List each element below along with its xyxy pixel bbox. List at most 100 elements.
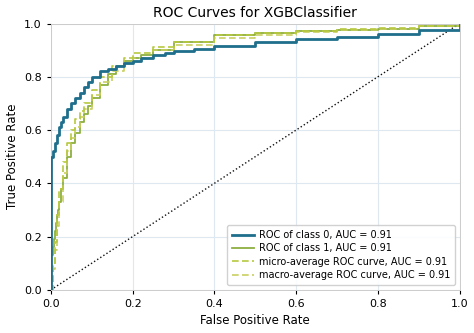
- Line: micro-average ROC curve, AUC = 0.91: micro-average ROC curve, AUC = 0.91: [51, 24, 460, 290]
- micro-average ROC curve, AUC = 0.91: [73, 118, 78, 122]
- Y-axis label: True Positive Rate: True Positive Rate: [6, 104, 18, 209]
- ROC of class 0, AUC = 0.91: [375, 32, 381, 36]
- ROC of class 0, AUC = 0.91: [50, 150, 56, 154]
- ROC of class 1, AUC = 0.91: [130, 56, 136, 60]
- ROC of class 0, AUC = 0.91: [150, 54, 156, 58]
- macro-average ROC curve, AUC = 0.91: [81, 107, 86, 111]
- macro-average ROC curve, AUC = 0.91: [334, 28, 340, 32]
- ROC of class 0, AUC = 0.91: [113, 64, 119, 68]
- ROC of class 1, AUC = 0.91: [53, 221, 59, 225]
- macro-average ROC curve, AUC = 0.91: [77, 115, 82, 119]
- ROC of class 1, AUC = 0.91: [58, 186, 64, 190]
- ROC of class 0, AUC = 0.91: [171, 50, 176, 54]
- micro-average ROC curve, AUC = 0.91: [109, 64, 115, 68]
- ROC of class 1, AUC = 0.91: [52, 229, 58, 233]
- ROC of class 1, AUC = 0.91: [89, 96, 95, 100]
- ROC of class 0, AUC = 0.91: [97, 70, 103, 74]
- ROC of class 1, AUC = 0.91: [375, 27, 381, 31]
- Title: ROC Curves for XGBClassifier: ROC Curves for XGBClassifier: [153, 6, 357, 20]
- ROC of class 1, AUC = 0.91: [171, 40, 176, 44]
- macro-average ROC curve, AUC = 0.91: [89, 94, 95, 98]
- micro-average ROC curve, AUC = 0.91: [64, 142, 70, 146]
- ROC of class 0, AUC = 0.91: [130, 59, 136, 63]
- macro-average ROC curve, AUC = 0.91: [48, 288, 54, 292]
- ROC of class 0, AUC = 0.91: [293, 38, 299, 42]
- macro-average ROC curve, AUC = 0.91: [52, 248, 58, 252]
- macro-average ROC curve, AUC = 0.91: [253, 33, 258, 37]
- micro-average ROC curve, AUC = 0.91: [60, 160, 66, 164]
- macro-average ROC curve, AUC = 0.91: [130, 56, 136, 60]
- ROC of class 0, AUC = 0.91: [52, 142, 58, 146]
- X-axis label: False Positive Rate: False Positive Rate: [201, 314, 310, 327]
- ROC of class 1, AUC = 0.91: [48, 288, 54, 292]
- Line: macro-average ROC curve, AUC = 0.91: macro-average ROC curve, AUC = 0.91: [51, 24, 460, 290]
- macro-average ROC curve, AUC = 0.91: [416, 24, 421, 28]
- ROC of class 1, AUC = 0.91: [150, 48, 156, 52]
- micro-average ROC curve, AUC = 0.91: [293, 29, 299, 33]
- ROC of class 0, AUC = 0.91: [416, 28, 421, 32]
- ROC of class 1, AUC = 0.91: [68, 142, 74, 146]
- ROC of class 0, AUC = 0.91: [122, 62, 128, 66]
- ROC of class 1, AUC = 0.91: [55, 208, 61, 212]
- ROC of class 0, AUC = 0.91: [60, 115, 66, 119]
- macro-average ROC curve, AUC = 0.91: [97, 80, 103, 84]
- ROC of class 1, AUC = 0.91: [105, 72, 111, 76]
- Line: ROC of class 0, AUC = 0.91: ROC of class 0, AUC = 0.91: [51, 24, 460, 290]
- ROC of class 0, AUC = 0.91: [48, 288, 54, 292]
- ROC of class 0, AUC = 0.91: [54, 134, 60, 138]
- macro-average ROC curve, AUC = 0.91: [293, 30, 299, 34]
- ROC of class 1, AUC = 0.91: [138, 54, 144, 58]
- ROC of class 0, AUC = 0.91: [457, 22, 463, 26]
- ROC of class 1, AUC = 0.91: [60, 176, 66, 180]
- ROC of class 0, AUC = 0.91: [253, 40, 258, 44]
- macro-average ROC curve, AUC = 0.91: [457, 22, 463, 26]
- ROC of class 1, AUC = 0.91: [54, 213, 60, 217]
- ROC of class 0, AUC = 0.91: [48, 155, 54, 159]
- micro-average ROC curve, AUC = 0.91: [150, 46, 156, 50]
- ROC of class 1, AUC = 0.91: [253, 31, 258, 35]
- Legend: ROC of class 0, AUC = 0.91, ROC of class 1, AUC = 0.91, micro-average ROC curve,: ROC of class 0, AUC = 0.91, ROC of class…: [228, 225, 455, 285]
- ROC of class 1, AUC = 0.91: [457, 22, 463, 26]
- ROC of class 1, AUC = 0.91: [334, 28, 340, 32]
- micro-average ROC curve, AUC = 0.91: [130, 51, 136, 55]
- micro-average ROC curve, AUC = 0.91: [68, 128, 74, 132]
- micro-average ROC curve, AUC = 0.91: [211, 34, 217, 38]
- macro-average ROC curve, AUC = 0.91: [64, 150, 70, 154]
- macro-average ROC curve, AUC = 0.91: [122, 62, 128, 66]
- macro-average ROC curve, AUC = 0.91: [150, 48, 156, 52]
- ROC of class 1, AUC = 0.91: [81, 112, 86, 116]
- ROC of class 1, AUC = 0.91: [97, 83, 103, 87]
- ROC of class 1, AUC = 0.91: [64, 155, 70, 159]
- ROC of class 0, AUC = 0.91: [56, 126, 62, 130]
- micro-average ROC curve, AUC = 0.91: [81, 102, 86, 106]
- ROC of class 1, AUC = 0.91: [211, 34, 217, 38]
- ROC of class 0, AUC = 0.91: [163, 51, 168, 55]
- ROC of class 1, AUC = 0.91: [50, 245, 56, 249]
- ROC of class 0, AUC = 0.91: [64, 107, 70, 111]
- macro-average ROC curve, AUC = 0.91: [109, 70, 115, 74]
- ROC of class 1, AUC = 0.91: [85, 104, 91, 108]
- ROC of class 0, AUC = 0.91: [89, 75, 95, 79]
- ROC of class 0, AUC = 0.91: [334, 35, 340, 39]
- ROC of class 0, AUC = 0.91: [211, 44, 217, 48]
- micro-average ROC curve, AUC = 0.91: [89, 88, 95, 92]
- macro-average ROC curve, AUC = 0.91: [54, 224, 60, 228]
- ROC of class 0, AUC = 0.91: [73, 96, 78, 100]
- macro-average ROC curve, AUC = 0.91: [211, 36, 217, 40]
- ROC of class 0, AUC = 0.91: [191, 47, 197, 51]
- macro-average ROC curve, AUC = 0.91: [50, 266, 56, 270]
- macro-average ROC curve, AUC = 0.91: [56, 200, 62, 204]
- micro-average ROC curve, AUC = 0.91: [77, 110, 82, 114]
- micro-average ROC curve, AUC = 0.91: [253, 31, 258, 35]
- ROC of class 1, AUC = 0.91: [56, 200, 62, 204]
- micro-average ROC curve, AUC = 0.91: [50, 261, 56, 265]
- micro-average ROC curve, AUC = 0.91: [334, 27, 340, 31]
- macro-average ROC curve, AUC = 0.91: [60, 171, 66, 175]
- micro-average ROC curve, AUC = 0.91: [122, 56, 128, 60]
- macro-average ROC curve, AUC = 0.91: [68, 136, 74, 140]
- ROC of class 1, AUC = 0.91: [293, 30, 299, 34]
- ROC of class 1, AUC = 0.91: [73, 131, 78, 135]
- ROC of class 0, AUC = 0.91: [77, 91, 82, 95]
- ROC of class 1, AUC = 0.91: [416, 24, 421, 28]
- macro-average ROC curve, AUC = 0.91: [171, 43, 176, 47]
